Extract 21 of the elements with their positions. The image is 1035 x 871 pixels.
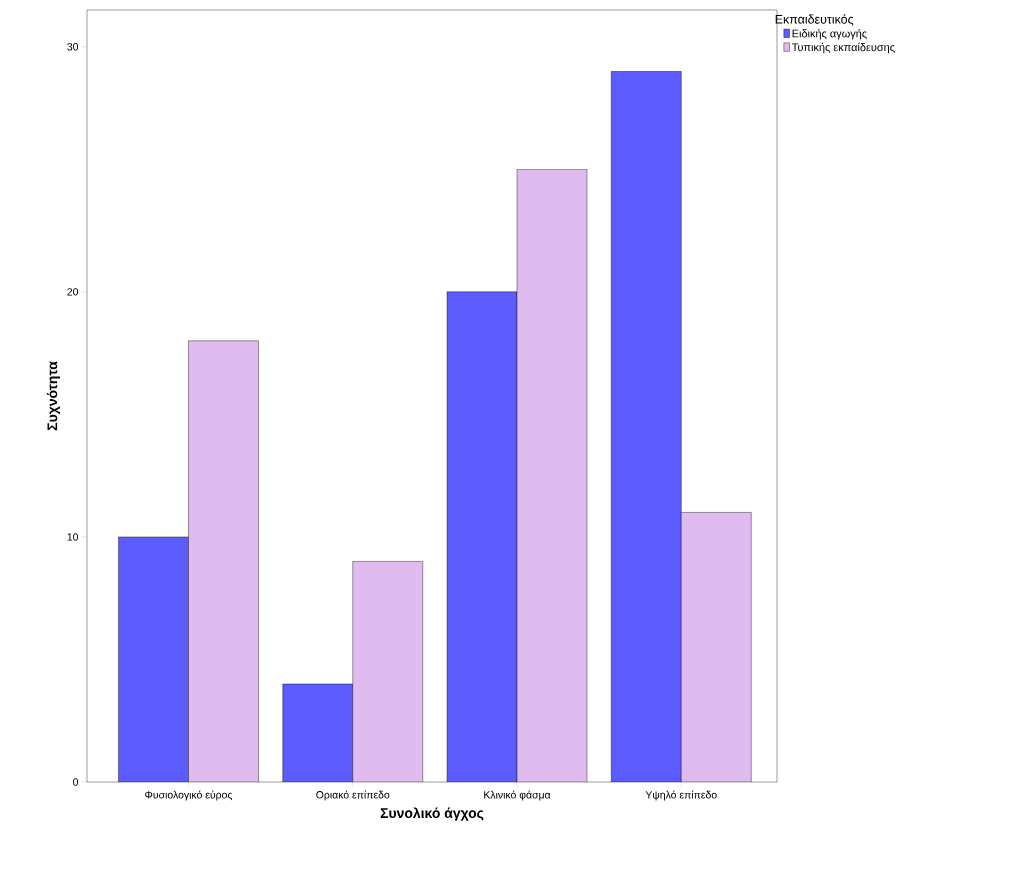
bar: [118, 536, 189, 782]
bar: [611, 71, 682, 782]
bar: [188, 340, 259, 782]
legend-label: Ειδικής αγωγής: [792, 29, 867, 40]
x-tick-label: Φυσιολογικό εύρος: [145, 790, 233, 801]
bar: [352, 561, 423, 782]
bar: [681, 512, 752, 782]
y-tick-label: 10: [67, 533, 79, 541]
y-axis-title: Συχνότητα: [46, 361, 61, 431]
x-tick-label: Οριακό επίπεδο: [316, 790, 390, 801]
bar: [517, 169, 587, 782]
x-tick-label: Κλινικό φάσμα: [484, 790, 551, 801]
x-axis-title: Συνολικό άγχος: [380, 807, 484, 821]
y-tick-label: 30: [67, 43, 79, 51]
y-tick-label: 0: [73, 778, 79, 786]
bar: [447, 291, 517, 782]
bar: [282, 683, 353, 782]
legend-label: Τυπικής εκπαίδευσης: [791, 42, 895, 54]
x-tick-label: Υψηλό επίπεδο: [645, 790, 717, 801]
y-tick-label: 20: [67, 288, 79, 296]
legend-title: Εκπαιδευτικός: [775, 14, 854, 26]
